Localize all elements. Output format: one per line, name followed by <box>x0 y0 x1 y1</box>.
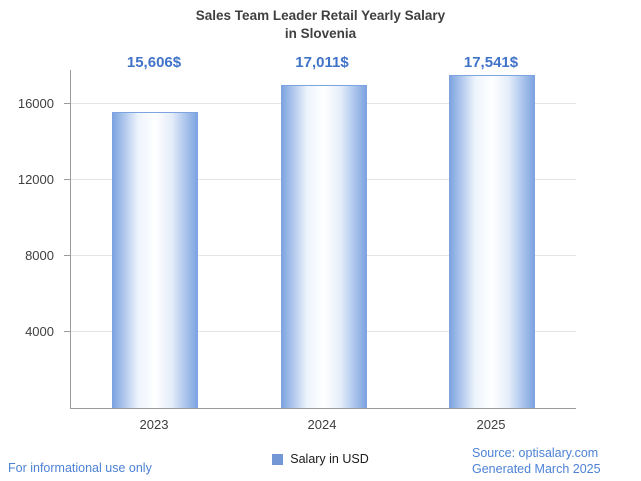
bar-2023 <box>112 112 198 408</box>
chart-title-line1: Sales Team Leader Retail Yearly Salary <box>195 8 446 23</box>
disclaimer-text: For informational use only <box>8 461 152 475</box>
bar-value-label: 17,541$ <box>463 54 519 71</box>
legend: Salary in USD <box>0 452 641 466</box>
y-tick-label: 16000 <box>17 96 54 111</box>
legend-swatch-icon <box>272 453 284 465</box>
y-tick-label: 4000 <box>25 324 54 339</box>
bar-value-label: 15,606$ <box>126 54 182 71</box>
y-tick-mark <box>64 255 71 256</box>
legend-label: Salary in USD <box>290 452 369 466</box>
x-axis-label: 2025 <box>476 417 506 432</box>
y-tick-label: 12000 <box>17 172 54 187</box>
generated-line: Generated March 2025 <box>472 461 601 476</box>
y-tick-label: 8000 <box>25 248 54 263</box>
source-line: Source: optisalary.com <box>472 446 599 460</box>
y-tick-mark <box>64 179 71 180</box>
chart-title: Sales Team Leader Retail Yearly Salary i… <box>0 7 641 42</box>
bar-2024 <box>281 85 367 408</box>
source-attribution: Source: optisalary.com Generated March 2… <box>472 446 601 477</box>
x-axis-label: 2024 <box>307 417 337 432</box>
y-tick-mark <box>64 331 71 332</box>
bar-value-label: 17,011$ <box>295 54 349 71</box>
plot-area <box>64 70 576 409</box>
bar-2025 <box>449 75 535 408</box>
bar-value-labels: 15,606$ 17,011$ 17,541$ <box>70 54 575 74</box>
x-axis-label: 2023 <box>139 417 169 432</box>
x-axis-labels: 2023 2024 2025 <box>70 417 575 437</box>
y-tick-mark <box>64 103 71 104</box>
y-axis-labels: 4000 8000 12000 16000 <box>0 70 62 408</box>
chart-title-line2: in Slovenia <box>284 25 357 41</box>
